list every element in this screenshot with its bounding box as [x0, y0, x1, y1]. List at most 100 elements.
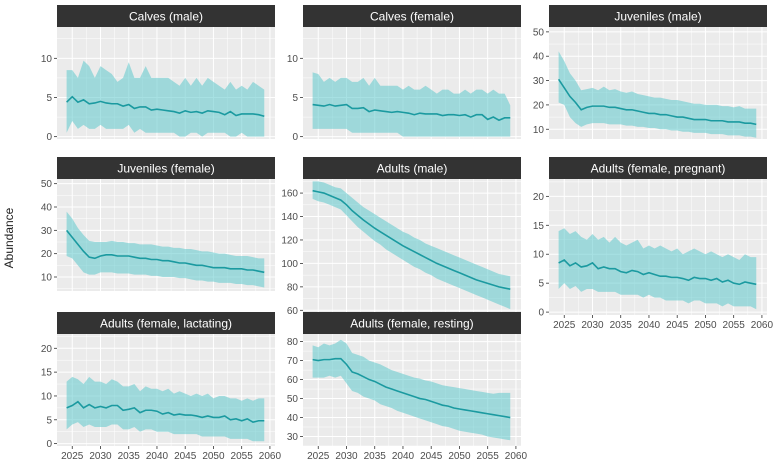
y-tick-label: 0 — [292, 132, 298, 143]
y-tick-label: 60 — [287, 375, 299, 386]
x-tick-label: 2025 — [553, 320, 576, 331]
x-tick-label: 2060 — [505, 451, 528, 462]
panel-title: Juveniles (female) — [117, 162, 214, 176]
panel-6: Adults (female, pregnant) 0 5 10 15 20 2025 203… — [533, 157, 774, 331]
confidence-ribbon — [66, 60, 265, 137]
confidence-ribbon — [558, 51, 757, 138]
x-tick-label: 2045 — [420, 451, 443, 462]
y-tick-label: 10 — [533, 125, 545, 136]
x-tick-label: 2040 — [392, 451, 415, 462]
panel-8: Adults (female, resting) 30 40 50 60 70 80 2025… — [287, 312, 528, 462]
y-tick-label: 100 — [281, 259, 298, 270]
confidence-ribbon — [66, 376, 265, 442]
y-tick-label: 140 — [281, 212, 298, 223]
mean-line — [66, 400, 265, 424]
y-tick-label: 10 — [41, 391, 53, 402]
y-tick-label: 20 — [41, 249, 53, 260]
x-tick-label: 2055 — [723, 320, 746, 331]
confidence-ribbon — [312, 72, 511, 137]
y-tick-label: 40 — [533, 52, 545, 63]
x-tick-label: 2035 — [610, 320, 633, 331]
panel-3: Juveniles (male) 10 20 30 40 50 — [533, 5, 767, 139]
y-axis-title: Abundance — [2, 207, 16, 268]
y-tick-label: 40 — [287, 413, 299, 424]
mean-line — [312, 357, 511, 419]
y-tick-label: 10 — [533, 250, 545, 261]
panel-strip — [57, 5, 275, 27]
x-tick-label: 2050 — [448, 451, 471, 462]
panel-title: Juveniles (male) — [614, 10, 701, 24]
x-tick-label: 2030 — [581, 320, 604, 331]
y-tick-label: 30 — [533, 76, 545, 87]
x-tick-label: 2025 — [61, 451, 84, 462]
y-tick-label: 30 — [287, 432, 299, 443]
panel-title: Adults (female, lactating) — [100, 317, 232, 331]
panel-strip — [549, 157, 767, 179]
panel-strip — [57, 312, 275, 334]
y-tick-label: 40 — [41, 203, 53, 214]
y-tick-label: 60 — [287, 306, 299, 317]
y-tick-label: 50 — [533, 27, 545, 38]
y-tick-label: 5 — [292, 93, 298, 104]
panel-title: Calves (female) — [370, 10, 454, 24]
y-tick-label: 15 — [41, 368, 53, 379]
panel-title: Calves (male) — [129, 10, 203, 24]
x-tick-label: 2030 — [89, 451, 112, 462]
y-tick-label: 70 — [287, 356, 299, 367]
panel-strip — [303, 157, 521, 179]
y-tick-label: 0 — [538, 308, 544, 319]
panel-2: Calves (female) 0 5 10 — [287, 5, 521, 143]
y-tick-label: 30 — [41, 226, 53, 237]
x-tick-label: 2035 — [118, 451, 141, 462]
x-tick-label: 2055 — [477, 451, 500, 462]
confidence-ribbon — [312, 339, 511, 441]
mean-line — [312, 189, 511, 290]
y-tick-label: 5 — [46, 415, 52, 426]
panel-title: Adults (male) — [377, 162, 448, 176]
panel-4: Juveniles (female) 10 20 30 40 50 — [41, 157, 275, 291]
panel-strip — [57, 157, 275, 179]
mean-line — [558, 259, 757, 286]
x-tick-label: 2025 — [307, 451, 330, 462]
mean-line — [65, 229, 265, 274]
x-tick-label: 2030 — [335, 451, 358, 462]
confidence-ribbon — [312, 181, 511, 310]
y-tick-label: 50 — [287, 394, 299, 405]
x-tick-label: 2040 — [146, 451, 169, 462]
y-tick-label: 5 — [538, 279, 544, 290]
y-tick-label: 50 — [41, 179, 53, 190]
panel-5: Adults (male) 60 80 100 120 140 160 — [281, 157, 521, 317]
y-tick-label: 20 — [41, 344, 53, 355]
x-tick-label: 2060 — [751, 320, 774, 331]
x-tick-label: 2040 — [638, 320, 661, 331]
y-tick-label: 5 — [46, 93, 52, 104]
mean-line — [66, 95, 265, 118]
mean-line — [312, 103, 511, 122]
y-tick-label: 20 — [533, 192, 545, 203]
panel-strip — [303, 312, 521, 334]
y-tick-label: 10 — [41, 54, 53, 65]
panel-strip — [549, 5, 767, 27]
y-tick-label: 15 — [533, 221, 545, 232]
x-tick-label: 2055 — [231, 451, 254, 462]
x-tick-label: 2045 — [666, 320, 689, 331]
confidence-ribbon — [558, 228, 757, 310]
x-tick-label: 2050 — [694, 320, 717, 331]
x-tick-label: 2045 — [174, 451, 197, 462]
confidence-ribbon — [66, 211, 265, 288]
y-tick-label: 0 — [46, 439, 52, 450]
y-tick-label: 20 — [533, 100, 545, 111]
panel-title: Adults (female, pregnant) — [591, 162, 726, 176]
y-tick-label: 80 — [287, 282, 299, 293]
panel-7: Adults (female, lactating) 0 5 10 15 20 2025 20… — [41, 312, 282, 462]
mean-line — [557, 78, 757, 126]
x-tick-label: 2060 — [259, 451, 282, 462]
y-tick-label: 80 — [287, 337, 299, 348]
y-tick-label: 120 — [281, 235, 298, 246]
panel-strip — [303, 5, 521, 27]
y-tick-label: 10 — [287, 54, 299, 65]
y-tick-label: 160 — [281, 189, 298, 200]
x-tick-label: 2050 — [202, 451, 225, 462]
panel-title: Adults (female, resting) — [350, 317, 473, 331]
